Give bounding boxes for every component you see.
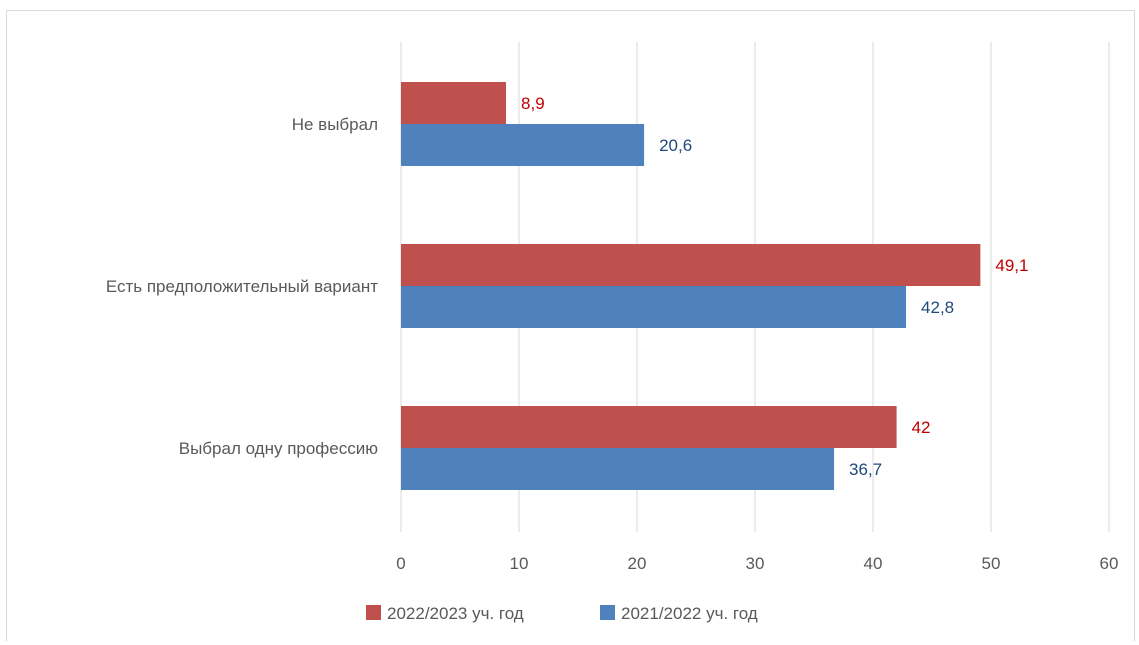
data-label: 36,7 [849,460,882,479]
bar [401,82,507,124]
legend: 2022/2023 уч. год 2021/2022 уч. год [366,604,758,623]
x-tick-label: 20 [628,554,647,573]
bar [401,448,835,490]
labels: 0 10 20 30 40 50 60 Не выбрал Есть предположител… [106,94,1119,573]
x-tick-label: 60 [1100,554,1119,573]
category-label: Не выбрал [292,115,378,134]
bar [401,286,907,328]
x-tick-label: 40 [864,554,883,573]
data-label: 8,9 [521,94,545,113]
data-label: 42,8 [921,298,954,317]
x-tick-label: 50 [982,554,1001,573]
x-tick-label: 10 [510,554,529,573]
bar [401,406,897,448]
category-label: Есть предположительный вариант [106,277,378,296]
x-tick-label: 30 [746,554,765,573]
legend-swatch [366,605,381,620]
bar [401,124,645,166]
legend-swatch [600,605,615,620]
legend-label: 2021/2022 уч. год [621,604,758,623]
legend-label: 2022/2023 уч. год [387,604,524,623]
bar [401,244,981,286]
data-label: 49,1 [995,256,1028,275]
bars [401,82,981,490]
category-label: Выбрал одну профессию [179,439,379,458]
chart-frame [6,10,1135,641]
data-label: 42 [912,418,931,437]
data-label: 20,6 [659,136,692,155]
x-tick-label: 0 [396,554,405,573]
